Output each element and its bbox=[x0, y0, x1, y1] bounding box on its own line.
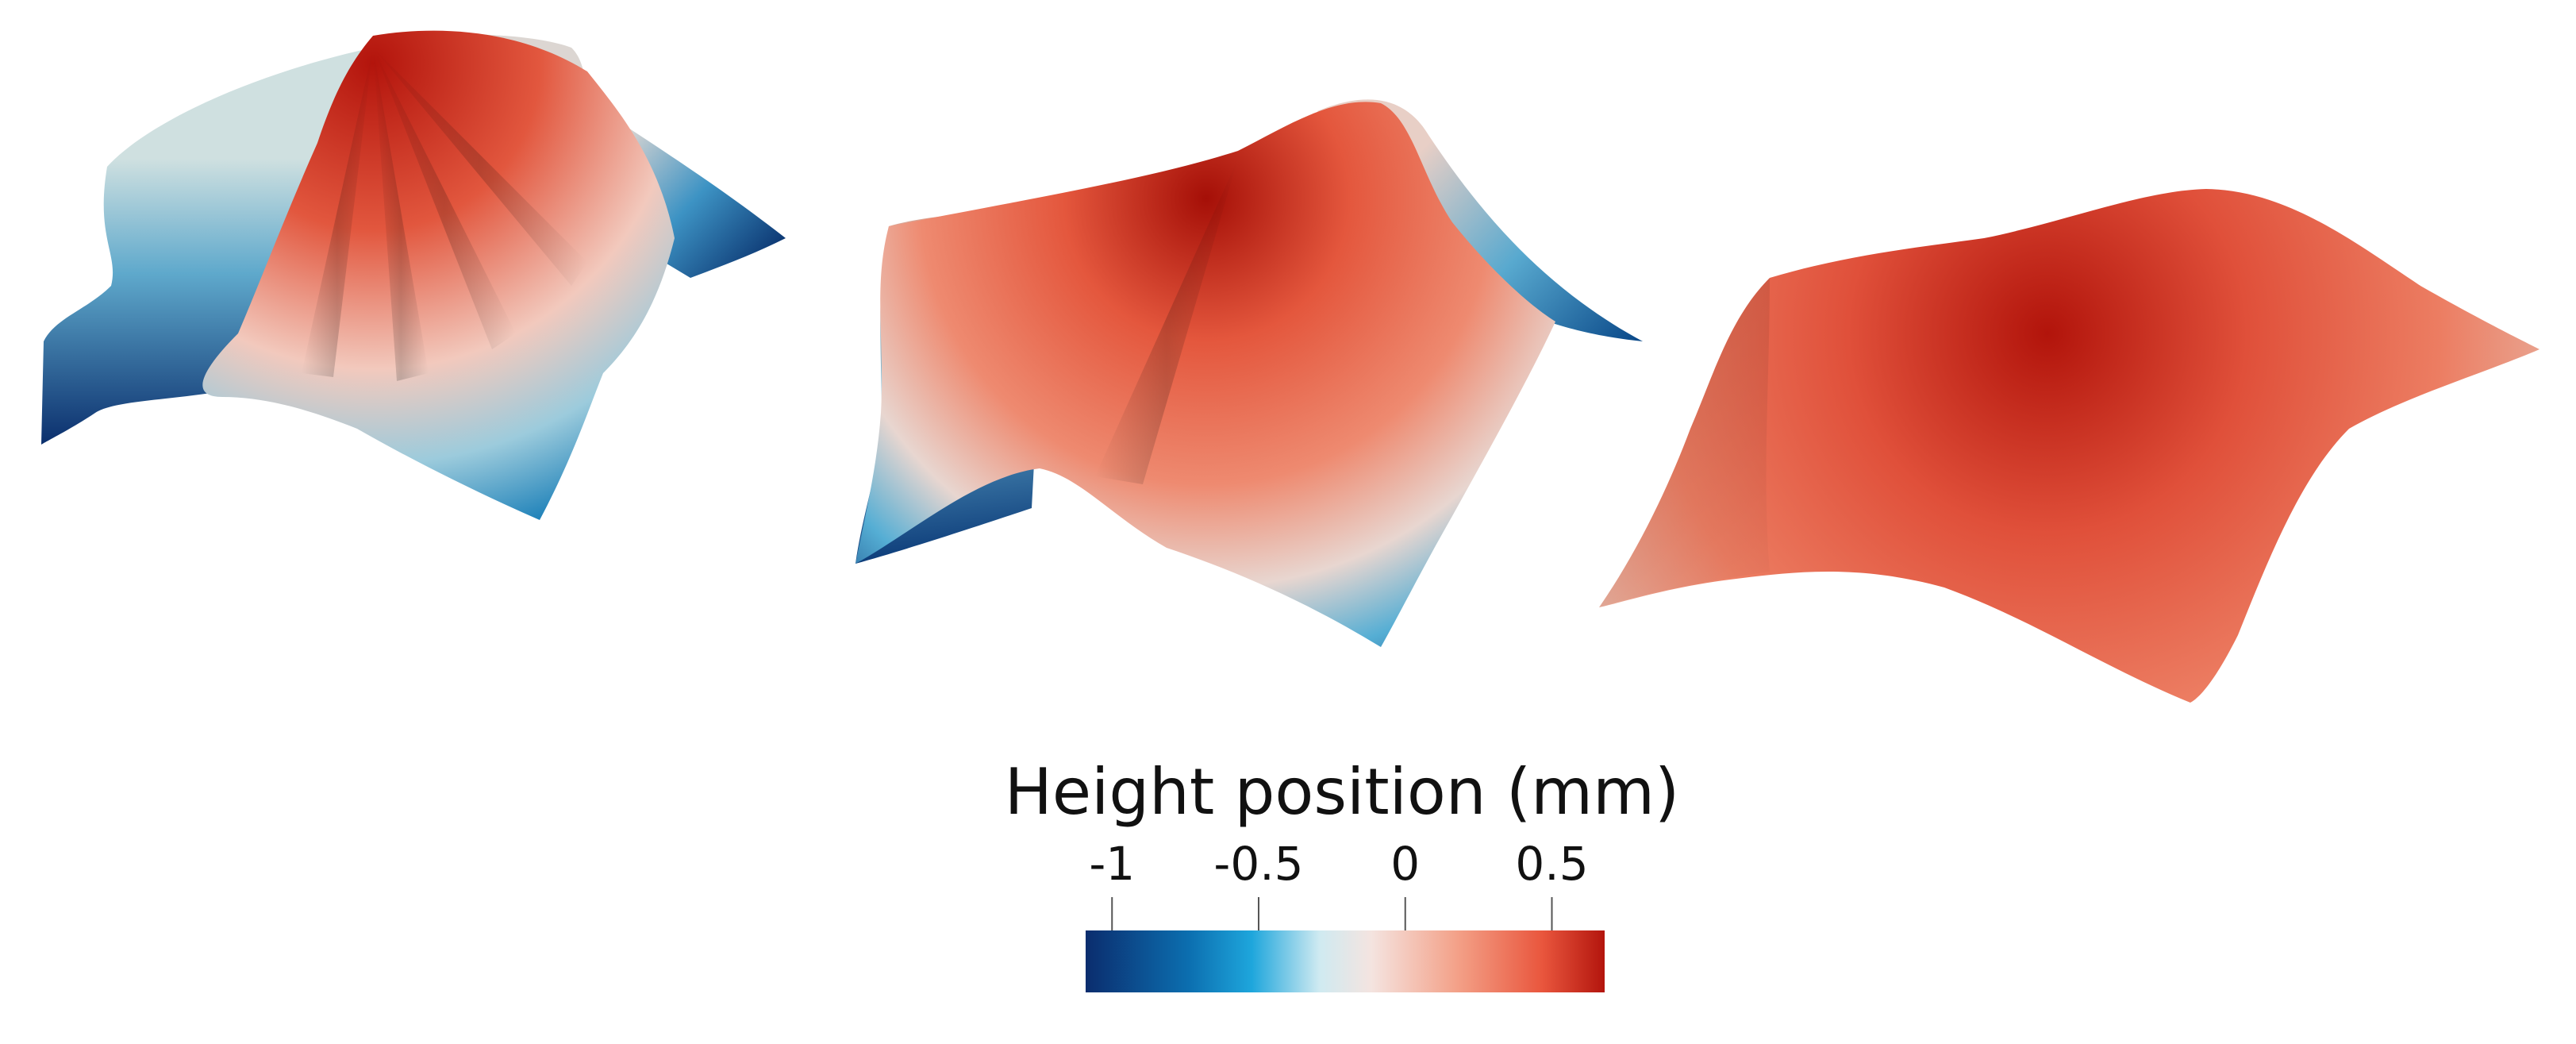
colorbar-tick-label: 0.5 bbox=[1515, 837, 1588, 891]
surface-3-main-sheet bbox=[1599, 189, 2539, 703]
colorbar-tick-label: 0 bbox=[1390, 837, 1420, 891]
surface-wrinkled-dome bbox=[41, 30, 786, 521]
surface-1-main-sheet bbox=[202, 30, 675, 521]
surface-1-left-flap bbox=[41, 48, 373, 445]
surface-smooth-wave bbox=[1599, 189, 2539, 703]
surface-2-ridge-shadow bbox=[1095, 159, 1238, 484]
colorbar-tick-label: -1 bbox=[1089, 837, 1135, 891]
colorbar-title: Height position (mm) bbox=[1005, 755, 1679, 829]
surface-1-fold-1 bbox=[302, 48, 373, 377]
surface-1-fold-3 bbox=[373, 48, 516, 349]
surface-3-left-shade bbox=[1599, 278, 1770, 607]
colorbar: Height position (mm) -1 -0.5 0 0.5 bbox=[1005, 755, 1679, 992]
surface-1-fold-2 bbox=[373, 48, 429, 381]
surface-2-main-sheet bbox=[855, 102, 1555, 647]
surface-ridged-saddle bbox=[855, 99, 1643, 647]
colorbar-ticks: -1 -0.5 0 0.5 bbox=[1089, 837, 1589, 930]
colorbar-gradient bbox=[1086, 930, 1605, 992]
surface-1-fold-4 bbox=[373, 48, 587, 286]
colorbar-tick-label: -0.5 bbox=[1213, 837, 1303, 891]
